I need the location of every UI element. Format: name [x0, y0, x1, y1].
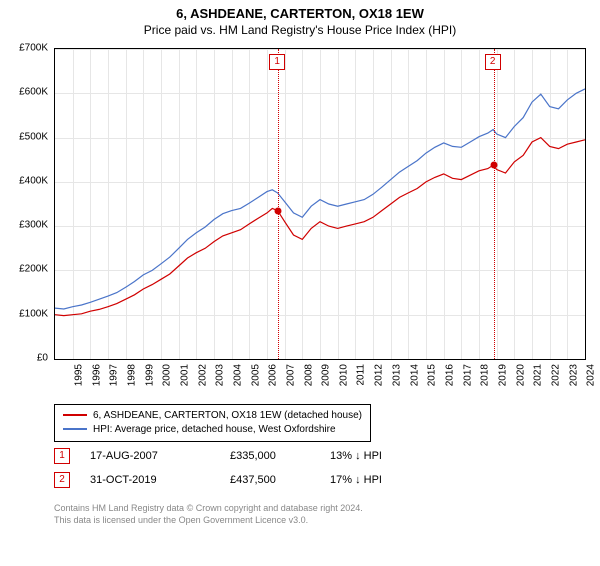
- x-axis-label: 2021: [533, 364, 544, 386]
- x-axis-label: 1996: [91, 364, 102, 386]
- y-axis-label: £100K: [0, 308, 48, 319]
- legend-item: 6, ASHDEANE, CARTERTON, OX18 1EW (detach…: [63, 409, 362, 423]
- x-axis-label: 2010: [338, 364, 349, 386]
- x-axis-label: 2023: [568, 364, 579, 386]
- chart-subtitle: Price paid vs. HM Land Registry's House …: [0, 23, 600, 37]
- x-axis-label: 2006: [268, 364, 279, 386]
- x-axis-label: 2000: [162, 364, 173, 386]
- legend-box: 6, ASHDEANE, CARTERTON, OX18 1EW (detach…: [54, 404, 371, 442]
- transaction-marker-line: [278, 49, 279, 359]
- y-axis-label: £500K: [0, 131, 48, 142]
- transaction-marker-box: 1: [269, 54, 285, 70]
- series-line-price_paid: [55, 138, 585, 316]
- x-axis-label: 2007: [285, 364, 296, 386]
- y-axis-label: £700K: [0, 43, 48, 54]
- x-axis-label: 2009: [321, 364, 332, 386]
- x-axis-label: 2015: [427, 364, 438, 386]
- legend-swatch: [63, 428, 87, 430]
- x-axis-label: 2013: [391, 364, 402, 386]
- x-axis-label: 2001: [179, 364, 190, 386]
- transaction-date: 31-OCT-2019: [90, 474, 230, 486]
- x-axis-label: 2008: [303, 364, 314, 386]
- x-axis-label: 2011: [355, 364, 366, 386]
- y-axis-label: £0: [0, 353, 48, 364]
- x-axis-label: 2016: [444, 364, 455, 386]
- x-axis-label: 1998: [126, 364, 137, 386]
- transaction-row: 2 31-OCT-2019£437,50017% ↓ HPI: [54, 472, 382, 488]
- x-axis-label: 2005: [250, 364, 261, 386]
- x-axis-label: 2019: [497, 364, 508, 386]
- y-axis-label: £300K: [0, 220, 48, 231]
- transaction-marker-box: 2: [485, 54, 501, 70]
- transaction-price: £437,500: [230, 474, 330, 486]
- series-line-hpi: [55, 89, 585, 309]
- x-axis-label: 2012: [374, 364, 385, 386]
- x-axis-label: 1999: [144, 364, 155, 386]
- transaction-row-marker: 2: [54, 472, 70, 488]
- x-axis-label: 2022: [550, 364, 561, 386]
- legend-label: 6, ASHDEANE, CARTERTON, OX18 1EW (detach…: [93, 410, 362, 421]
- x-axis-label: 2020: [515, 364, 526, 386]
- legend-swatch: [63, 414, 87, 416]
- footer-line1: Contains HM Land Registry data © Crown c…: [54, 502, 363, 514]
- transaction-marker-dot: [275, 207, 282, 214]
- x-axis-label: 2024: [586, 364, 597, 386]
- x-axis-label: 2017: [462, 364, 473, 386]
- transaction-hpi-diff: 13% ↓ HPI: [330, 450, 382, 462]
- x-axis-label: 2002: [197, 364, 208, 386]
- chart-svg: [55, 49, 585, 359]
- x-axis-label: 1997: [109, 364, 120, 386]
- footer-line2: This data is licensed under the Open Gov…: [54, 514, 363, 526]
- transaction-marker-line: [494, 49, 495, 359]
- legend-item: HPI: Average price, detached house, West…: [63, 423, 362, 437]
- y-axis-label: £600K: [0, 87, 48, 98]
- x-axis-label: 2003: [215, 364, 226, 386]
- transaction-row-marker: 1: [54, 448, 70, 464]
- footer-attribution: Contains HM Land Registry data © Crown c…: [54, 502, 363, 526]
- legend-label: HPI: Average price, detached house, West…: [93, 424, 336, 435]
- x-axis-label: 1995: [73, 364, 84, 386]
- x-axis-label: 2014: [409, 364, 420, 386]
- transaction-row: 1 17-AUG-2007£335,00013% ↓ HPI: [54, 448, 382, 464]
- y-axis-label: £200K: [0, 264, 48, 275]
- transaction-date: 17-AUG-2007: [90, 450, 230, 462]
- x-axis-label: 2004: [232, 364, 243, 386]
- transaction-marker-dot: [490, 162, 497, 169]
- y-axis-label: £400K: [0, 175, 48, 186]
- transaction-hpi-diff: 17% ↓ HPI: [330, 474, 382, 486]
- chart-title-address: 6, ASHDEANE, CARTERTON, OX18 1EW: [0, 6, 600, 21]
- transaction-price: £335,000: [230, 450, 330, 462]
- chart-plot-area: [54, 48, 586, 360]
- x-axis-label: 2018: [480, 364, 491, 386]
